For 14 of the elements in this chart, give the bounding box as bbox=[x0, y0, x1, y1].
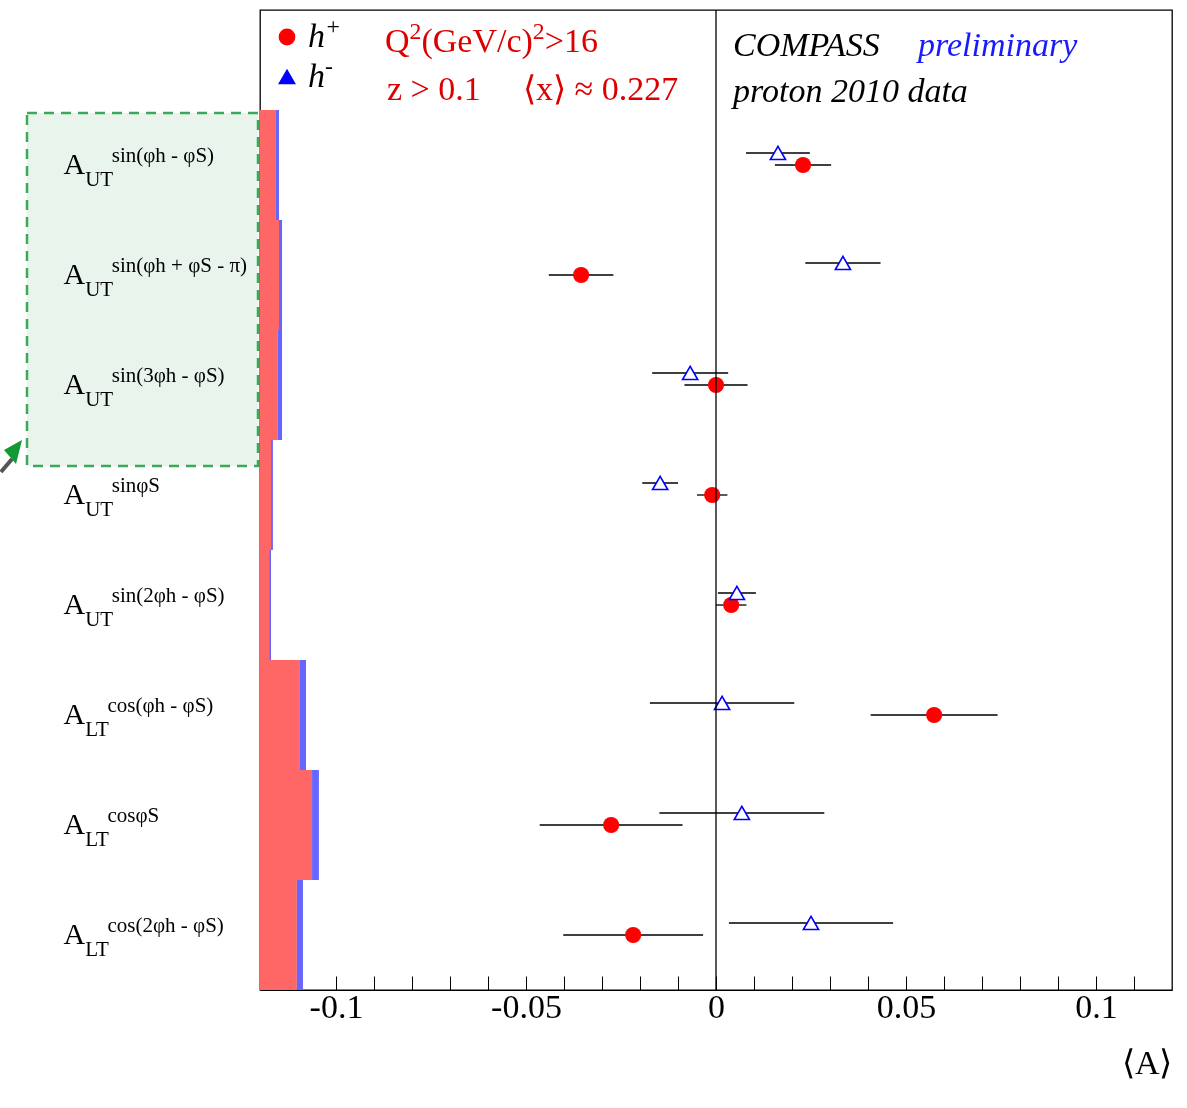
text: ⟨x⟩ ≈ 0.227 bbox=[523, 70, 679, 107]
x-tick-label: 0.1 bbox=[1075, 987, 1118, 1025]
x-tick-label: -0.05 bbox=[491, 987, 562, 1025]
x-tick-label: 0 bbox=[708, 987, 725, 1025]
text: proton 2010 data bbox=[731, 72, 968, 109]
x-axis-title: ⟨A⟩ bbox=[1121, 1043, 1173, 1081]
text: Q$^{2}$(GeV/c)$^{2}$>16 bbox=[385, 18, 598, 60]
text: z > 0.1 bbox=[387, 70, 481, 107]
text: preliminary bbox=[916, 26, 1079, 63]
legend-label: h$^{+}$ bbox=[308, 13, 342, 54]
text: COMPASS bbox=[733, 26, 880, 63]
x-tick-label: -0.1 bbox=[309, 987, 364, 1025]
x-tick-label: 0.05 bbox=[876, 987, 937, 1025]
legend-label: h$^{-}$ bbox=[308, 53, 333, 94]
